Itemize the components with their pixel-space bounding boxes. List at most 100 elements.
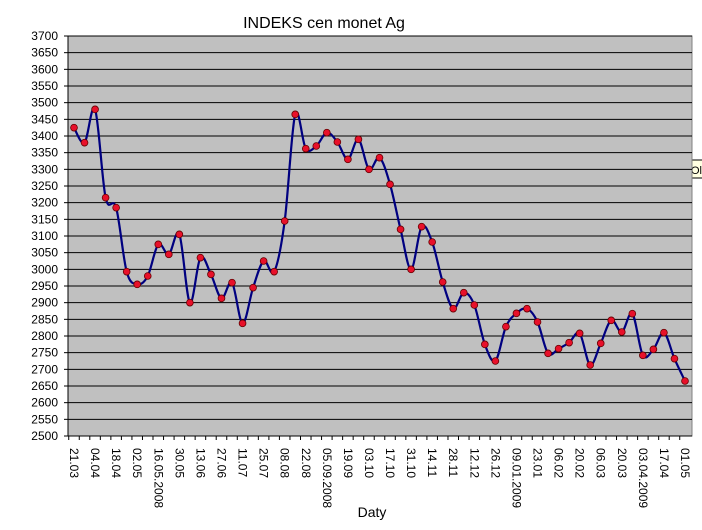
data-point [554,344,563,353]
y-tick-label: 2850 [31,312,58,326]
x-tick-label: 02.05 [130,448,144,478]
y-tick-label: 3600 [31,62,58,76]
y-tick-label: 3500 [31,96,58,110]
data-point [280,217,289,225]
data-point [660,328,668,337]
y-tick-label: 2650 [31,379,58,393]
y-tick-label: 3300 [31,162,58,176]
data-point [533,318,542,326]
x-tick-label: 16.05.2008 [151,448,165,508]
x-tick-label: 20.03 [615,448,629,478]
data-point [470,301,479,309]
data-point [217,294,226,303]
x-tick-label: 06.03 [594,448,608,478]
x-tick-label: 28.11 [446,448,460,477]
data-point [670,354,679,363]
data-point [133,280,142,289]
x-tick-label: 14.11 [425,448,439,477]
y-tick-label: 3550 [31,79,58,93]
y-tick-label: 2800 [31,329,58,343]
data-point [228,278,236,287]
data-point [628,309,637,318]
data-point [154,240,163,249]
x-tick-label: 22.08 [299,448,313,478]
y-tick-label: 2750 [31,346,58,360]
data-point [481,340,489,349]
x-tick-label: 26.12 [488,448,502,478]
x-tick-label: 03.04.2009 [636,448,650,508]
x-tick-label: 27.06 [214,448,228,478]
data-point [165,250,173,259]
y-tick-label: 3150 [31,212,58,226]
data-point [186,298,194,307]
x-tick-label: 30.05 [172,448,186,478]
data-point [523,304,531,313]
data-point [575,329,584,338]
y-tick-label: 3700 [31,29,58,43]
x-tick-label: 20.02 [573,448,587,478]
x-tick-label: 21.03 [67,448,81,478]
data-point [459,288,468,297]
data-point [344,155,352,164]
data-point [259,257,268,265]
data-point [365,165,373,174]
data-point [438,278,447,286]
x-tick-label: 18.04 [109,448,123,478]
x-tick-label: 25.07 [257,448,271,478]
data-point [80,138,89,147]
data-point [639,351,647,360]
y-tick-label: 3400 [31,129,58,143]
data-point [375,153,384,162]
y-tick-label: 2900 [31,296,58,310]
data-point [565,338,573,347]
data-point [312,142,321,150]
x-tick-label: 31.10 [404,448,418,478]
data-point [270,267,278,276]
data-point [70,123,78,132]
y-tick-label: 3000 [31,262,58,276]
data-point [617,328,626,336]
data-point [491,357,500,365]
x-tick-label: 19.09 [341,448,355,478]
data-point [586,361,594,369]
data-point [502,322,510,331]
y-tick-label: 3200 [31,196,58,210]
x-tick-label: 23.01 [531,448,545,478]
y-tick-label: 2700 [31,362,58,376]
data-point [596,339,605,348]
y-tick-label: 2500 [31,429,58,443]
data-point [649,345,658,354]
data-point [354,135,363,144]
data-point [386,180,394,189]
chart-title: INDEKS cen monet Ag [243,15,405,32]
data-point [238,319,247,328]
x-tick-label: 12.12 [467,448,481,478]
x-tick-label: 06.02 [552,448,566,478]
data-point [428,238,436,246]
data-point [291,110,300,119]
data-point [333,138,342,146]
y-tick-label: 3350 [31,146,58,160]
data-point [196,253,205,262]
data-point [417,222,426,231]
x-tick-label: 09.01.2009 [509,448,523,508]
data-point [112,203,120,212]
data-point [301,144,310,153]
x-tick-label: 17.10 [383,448,397,478]
x-tick-label: 13.06 [193,448,207,478]
y-tick-label: 2550 [31,412,58,426]
x-tick-label: 04.04 [88,448,102,478]
data-point [512,309,521,318]
data-point [407,265,415,274]
y-tick-label: 3250 [31,179,58,193]
tooltip-text: Ol [691,165,702,177]
data-point [449,304,458,313]
x-tick-label: 05.09.2008 [320,448,334,508]
y-tick-label: 3100 [31,229,58,243]
y-tick-label: 3650 [31,46,58,60]
y-tick-label: 2950 [31,279,58,293]
y-tick-label: 2600 [31,396,58,410]
x-tick-label: 11.07 [236,448,250,477]
data-point [91,105,99,114]
